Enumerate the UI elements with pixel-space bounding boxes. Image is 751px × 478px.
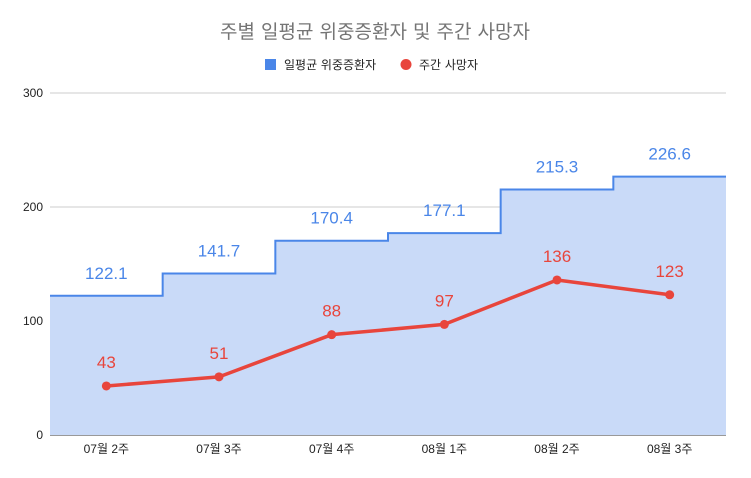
legend-swatch-deaths (400, 59, 412, 70)
x-tick-label: 07월 2주 (84, 442, 129, 456)
deaths-data-label: 43 (97, 353, 116, 372)
x-tick-label: 08월 1주 (422, 442, 467, 456)
severe-data-label: 215.3 (536, 158, 579, 177)
deaths-point (552, 275, 562, 285)
x-tick-label: 07월 4주 (309, 442, 354, 456)
deaths-data-label: 136 (543, 247, 571, 266)
y-tick-label: 0 (36, 428, 43, 442)
deaths-data-label: 88 (322, 302, 341, 321)
deaths-point (327, 330, 337, 340)
y-tick-label: 300 (23, 86, 43, 100)
data-labels: 122.1 141.7 170.4 177.1 215.3 226.6 43 51 88 97 13… (85, 145, 691, 372)
y-tick-label: 200 (23, 200, 43, 214)
deaths-data-label: 97 (435, 291, 454, 310)
y-axis-ticks: 0 100 200 300 (23, 86, 43, 442)
x-tick-label: 08월 2주 (534, 442, 579, 456)
x-tick-label: 08월 3주 (647, 442, 692, 456)
severe-data-label: 122.1 (85, 264, 128, 283)
severe-data-label: 170.4 (310, 209, 353, 228)
legend-label-severe: 일평균 위중증환자 (284, 58, 376, 72)
deaths-data-label: 51 (210, 344, 229, 363)
severe-data-label: 141.7 (198, 241, 241, 260)
deaths-point (439, 319, 449, 329)
severe-data-label: 177.1 (423, 201, 466, 220)
severe-area-fill (50, 176, 726, 435)
legend: 일평균 위중증환자 주간 사망자 (265, 58, 478, 72)
x-axis-ticks: 07월 2주 07월 3주 07월 4주 08월 1주 08월 2주 08월 3주 (84, 442, 693, 456)
deaths-polyline (104, 278, 672, 388)
x-tick-label: 07월 3주 (196, 442, 241, 456)
deaths-point (665, 290, 675, 300)
deaths-point (101, 381, 111, 391)
chart-title: 주별 일평균 위중증환자 및 주간 사망자 (220, 21, 530, 43)
deaths-data-label: 123 (655, 262, 683, 281)
legend-label-deaths: 주간 사망자 (419, 58, 478, 72)
legend-swatch-severe (265, 59, 276, 70)
y-tick-label: 100 (23, 314, 43, 328)
deaths-point (214, 372, 224, 382)
deaths-line (101, 275, 675, 391)
severe-area (50, 175, 726, 435)
severe-data-label: 226.6 (648, 145, 691, 164)
severe-step-line (50, 175, 726, 297)
